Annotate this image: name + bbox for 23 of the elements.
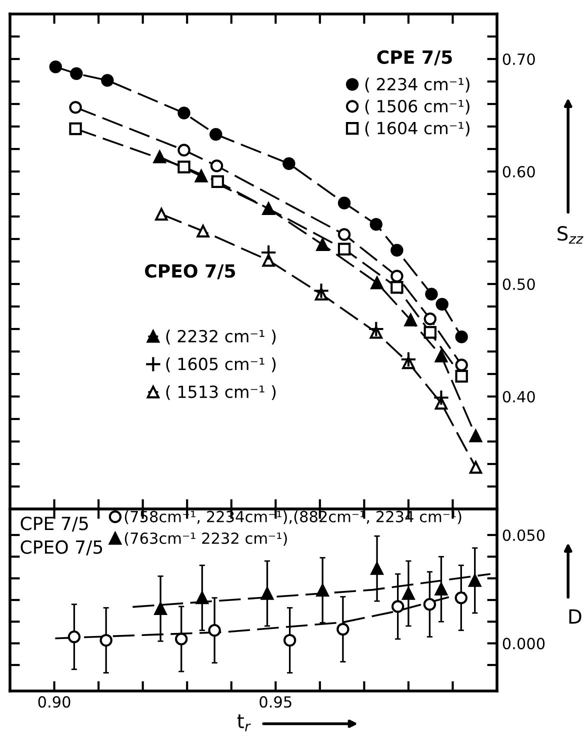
y-tick-label: 0.050 — [502, 529, 545, 542]
legend-label: ( 2234 cm⁻¹) — [365, 78, 470, 92]
y-tick-label: 0.70 — [502, 53, 535, 66]
x-tick-label: 0.90 — [38, 696, 70, 708]
annotation: CPE 7/5 — [377, 50, 452, 66]
y-tick-label: 0.000 — [502, 638, 545, 650]
legend-label: ( 1604 cm⁻¹) — [365, 122, 470, 136]
y-axis-title: S$_{zz}$ — [558, 226, 584, 244]
y-tick-label: 0.50 — [502, 278, 535, 290]
x-tick-label: 0.95 — [260, 696, 292, 708]
legend-label: ( 1513 cm⁻¹ ) — [166, 385, 276, 400]
y-tick-label: 0.40 — [502, 390, 535, 403]
x-axis-title: t$_{r}$ — [237, 714, 251, 732]
legend-label: ( 1605 cm⁻¹ ) — [166, 357, 276, 372]
legend-label: (758cm⁻¹, 2234cm⁻¹),(882cm⁻¹, 2234 cm⁻¹) — [124, 510, 462, 524]
annotation: CPE 7/5 — [20, 516, 88, 532]
legend-label: ( 2232 cm⁻¹ ) — [166, 330, 276, 344]
legend-label: ( 1506 cm⁻¹) — [365, 100, 470, 114]
y-tick-label: 0.60 — [502, 166, 535, 178]
y-axis-title: D — [569, 609, 582, 624]
legend-label: (763cm⁻¹ 2232 cm⁻¹) — [124, 532, 287, 546]
annotation: CPEO 7/5 — [20, 540, 102, 556]
annotation: CPEO 7/5 — [145, 264, 236, 280]
